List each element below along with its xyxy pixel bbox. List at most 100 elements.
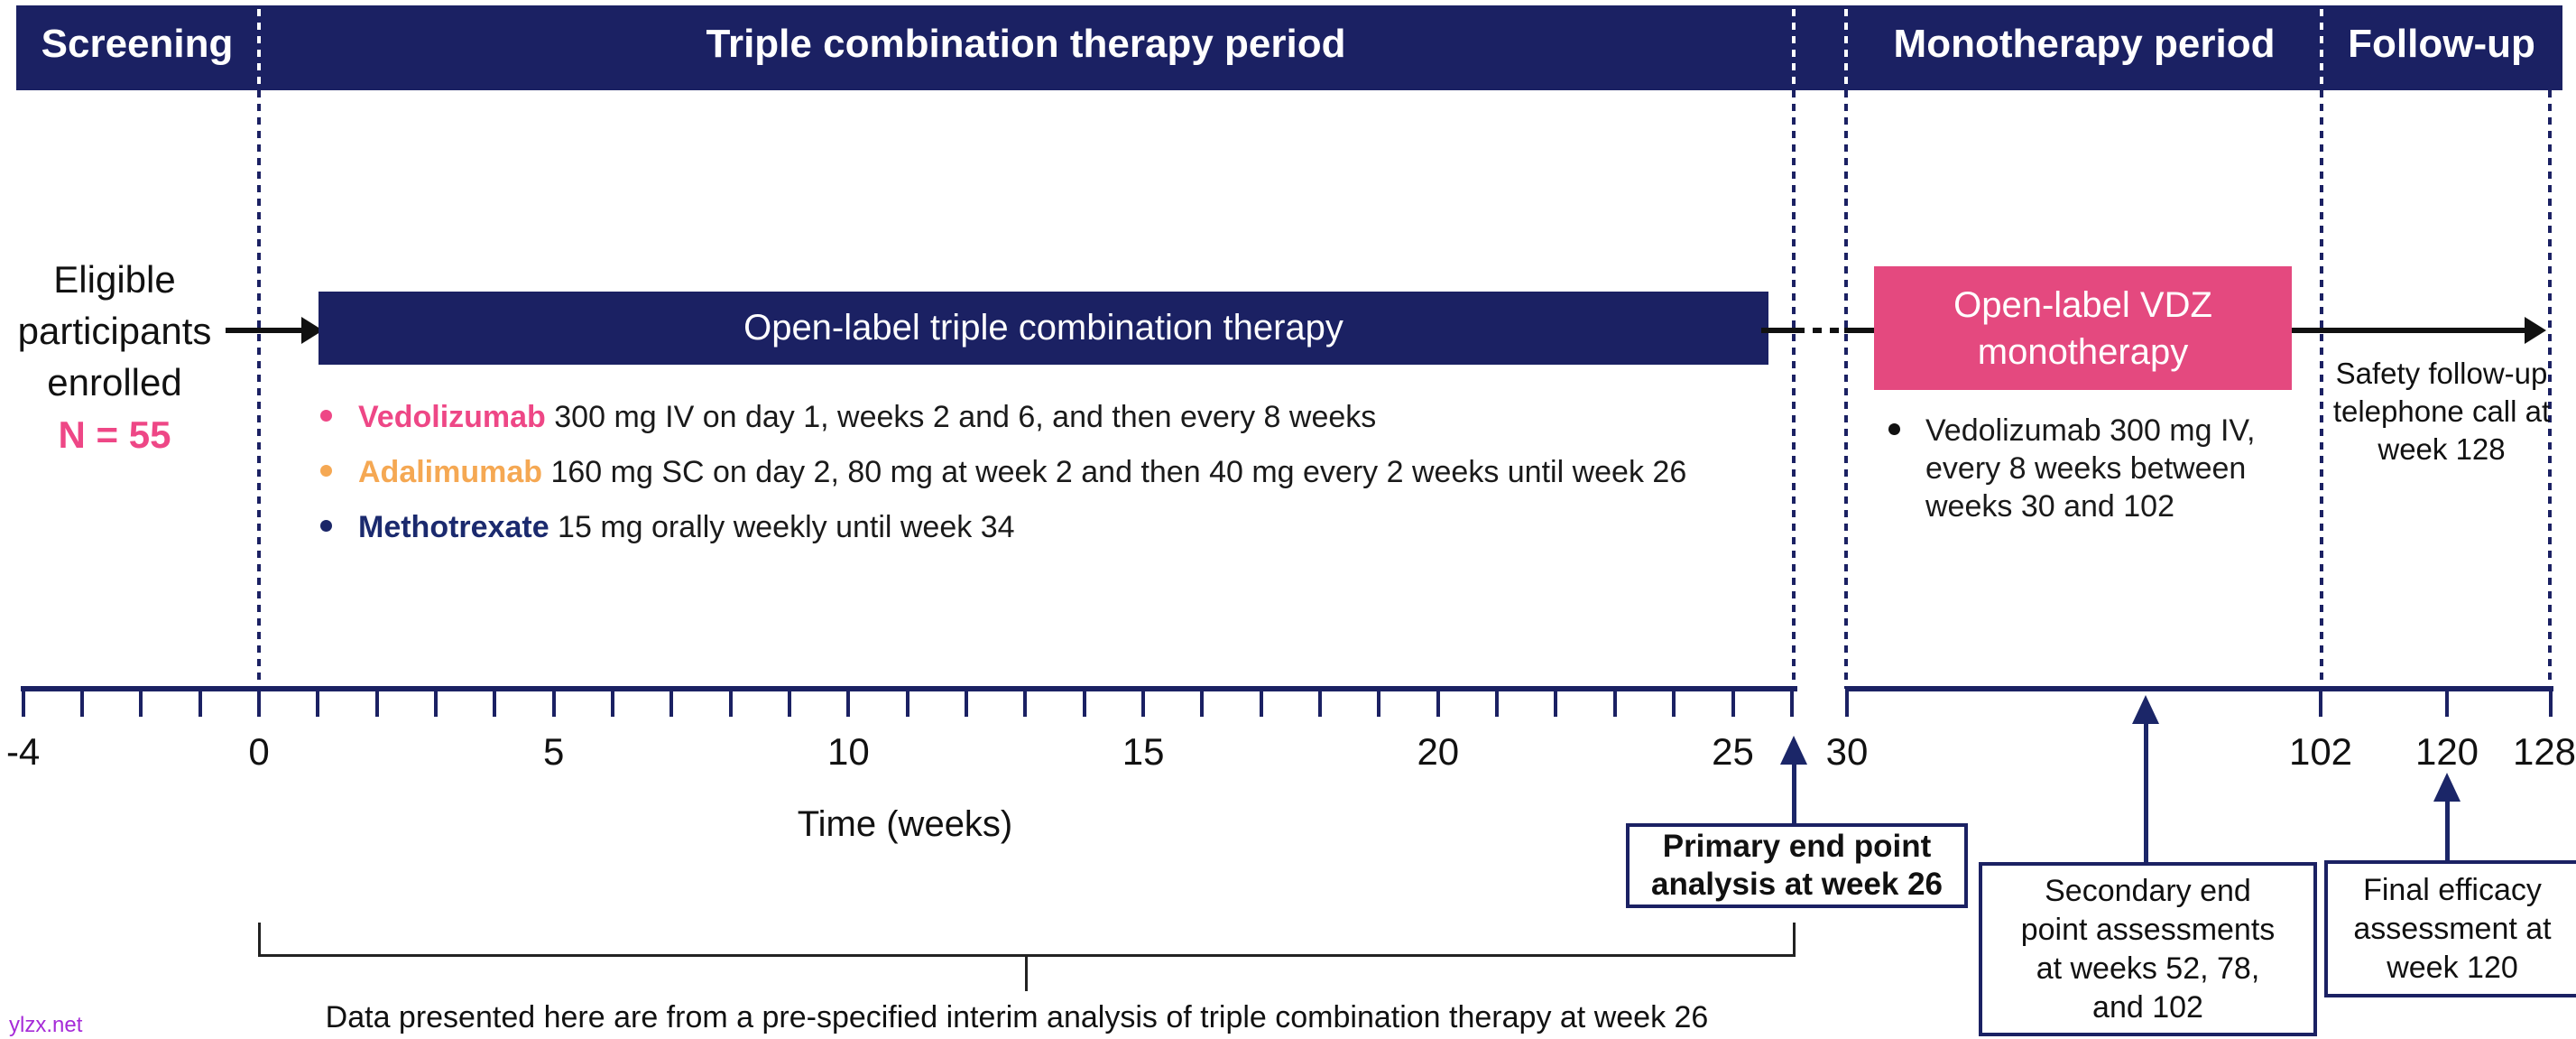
axis-tick [2445,688,2449,717]
bracket-left-end [258,923,261,957]
axis-tick [1495,688,1500,717]
week120-arrowhead-icon [2433,773,2461,802]
axis-tick-label: 25 [1712,730,1754,773]
divider-week30-inbar [1844,9,1848,88]
axis-tick-label: 128 [2512,730,2576,773]
divider-week30 [1844,90,1848,689]
secondary-arrowhead-icon [2132,695,2159,724]
axis-tick [1259,688,1263,717]
axis-tick [1318,688,1323,717]
watermark: ylzx.net [9,1013,83,1037]
bullet-dot-icon [1888,423,1900,435]
followup-arrowhead-icon [2525,317,2546,344]
axis-tick-label: 15 [1122,730,1165,773]
axis-tick [257,688,261,717]
axis-tick [493,688,497,717]
axis-tick [965,688,969,717]
bullet-dot-icon [320,520,332,532]
axis-tick [1141,688,1146,717]
divider-week128 [2548,90,2552,689]
axis-tick-label: 5 [543,730,565,773]
axis-tick [198,688,202,717]
final-efficacy-box: Final efficacy assessment at week 120 [2324,860,2576,997]
week26-arrow-shaft [1792,763,1796,823]
monotherapy-box-label: Open-label VDZ monotherapy [1953,284,2212,372]
monotherapy-box: Open-label VDZ monotherapy [1874,266,2292,390]
drug-name-methotrexate: Methotrexate [358,510,549,544]
divider-screening [257,90,261,689]
axis-tick-label: 20 [1417,730,1460,773]
axis-tick [551,688,556,717]
axis-tick [79,688,84,717]
axis-tick [1845,688,1849,717]
axis-tick [1082,688,1086,717]
divider-week102-inbar [2320,9,2323,88]
interim-analysis-caption: Data presented here are from a pre-speci… [325,1000,1709,1034]
axis-tick [669,688,674,717]
bracket-right-end [1793,923,1796,957]
section-title-triple: Triple combination therapy period [706,22,1346,66]
bullet-vedolizumab: Vedolizumab 300 mg IV on day 1, weeks 2 … [320,398,1376,436]
drug-name-adalimumab: Adalimumab [358,455,543,489]
axis-tick [1554,688,1558,717]
primary-endpoint-box: Primary end point analysis at week 26 [1626,823,1968,908]
divider-week26-inbar [1792,9,1796,88]
divider-week102 [2320,90,2323,689]
drug-name-vedolizumab: Vedolizumab [358,400,546,434]
axis-tick [1200,688,1205,717]
axis-tick [846,688,851,717]
bracket-horizontal [258,954,1796,957]
monotherapy-bullet-text: Vedolizumab 300 mg IV, every 8 weeks bet… [1925,413,2256,524]
axis-tick-label: 102 [2288,730,2353,773]
bullet-dot-icon [320,465,332,477]
secondary-endpoint-box: Secondary end point assessments at weeks… [1979,862,2317,1036]
section-title-screening: Screening [41,22,234,66]
axis-tick [1023,688,1028,717]
axis-tick [905,688,909,717]
enrollment-arrow-line [226,328,305,333]
bullet-adalimumab: Adalimumab 160 mg SC on day 2, 80 mg at … [320,453,1686,491]
divider-week26 [1792,90,1796,689]
divider-screening-inbar [257,9,261,88]
connector-line-dotted [1796,328,1844,333]
axis-tick [1672,688,1676,717]
connector-line-solid-left [1761,328,1796,333]
axis-tick [611,688,615,717]
enrollment-label: Eligible participants enrolled [17,258,212,404]
section-title-monotherapy: Monotherapy period [1893,22,2276,66]
bullet-methotrexate: Methotrexate 15 mg orally weekly until w… [320,508,1015,546]
axis-tick [374,688,379,717]
week120-arrow-shaft [2445,800,2450,860]
drug-details: 160 mg SC on day 2, 80 mg at week 2 and … [542,455,1687,489]
axis-tick [1789,688,1794,717]
secondary-arrow-shaft [2144,722,2148,862]
axis-tick [139,688,143,717]
week26-arrowhead-icon [1780,736,1807,765]
drug-details: 15 mg orally weekly until week 34 [549,510,1015,544]
bullet-monotherapy: Vedolizumab 300 mg IV, every 8 weeks bet… [1888,412,2255,525]
followup-arrow-line [2292,328,2526,333]
axis-tick [1731,688,1735,717]
axis-tick-label: -4 [5,730,41,773]
drug-details: 300 mg IV on day 1, weeks 2 and 6, and t… [545,400,1377,434]
axis-tick [728,688,733,717]
axis-tick [1612,688,1617,717]
axis-tick-label: 10 [827,730,870,773]
connector-line-solid-right [1844,328,1874,333]
axis-tick-label: 120 [2414,730,2479,773]
safety-followup-note: Safety follow-up telephone call at week … [2332,357,2551,466]
axis-tick [788,688,792,717]
header-bar [16,5,2562,90]
axis-tick [21,688,25,717]
enrollment-n-count: N = 55 [58,413,171,456]
section-title-followup: Follow-up [2348,22,2535,66]
bracket-stem [1025,957,1028,991]
axis-tick [2319,688,2322,717]
bullet-dot-icon [320,410,332,422]
axis-tick [1436,688,1440,717]
axis-tick-label: 30 [1825,730,1869,773]
axis-tick [2549,688,2553,717]
axis-tick [434,688,439,717]
axis-title: Time (weeks) [797,804,1013,844]
